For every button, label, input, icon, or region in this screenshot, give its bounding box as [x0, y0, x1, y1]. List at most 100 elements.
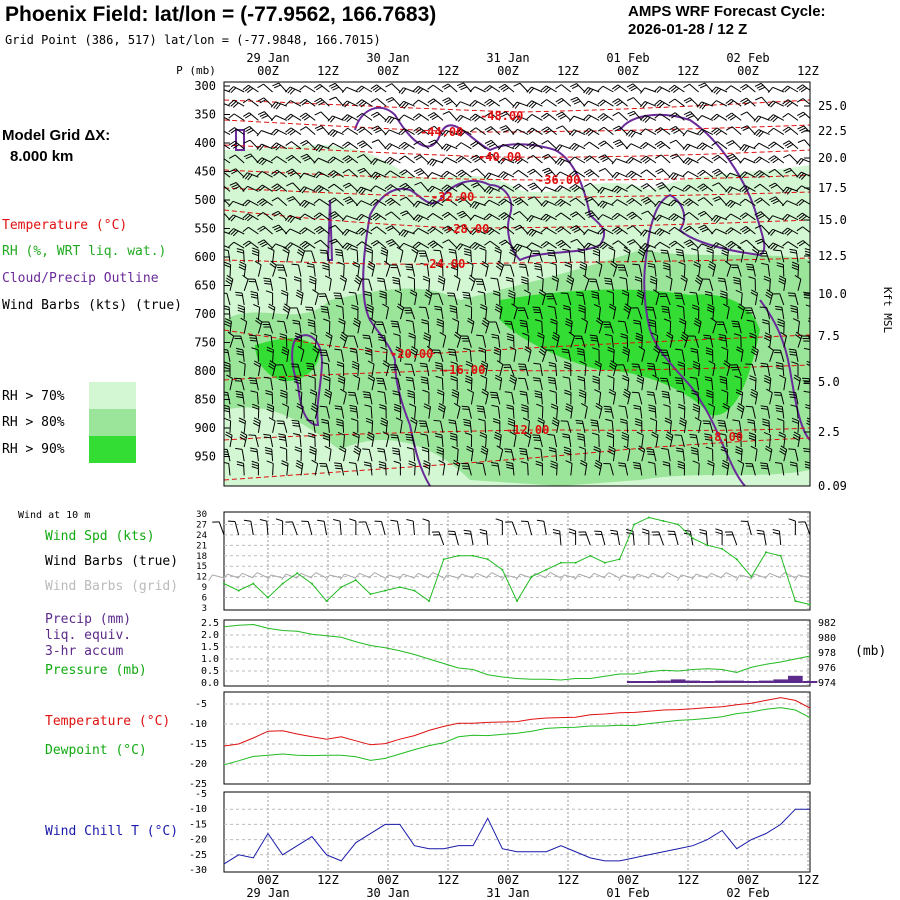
wind-barb-flag: [607, 375, 615, 379]
wind-barb: [783, 335, 787, 348]
wind-barb: [627, 392, 631, 405]
wind-barb-flag: [519, 390, 527, 394]
wind-barb-flag: [648, 319, 656, 322]
wind-barb: [583, 435, 586, 448]
wind-barb-flag: [391, 323, 399, 325]
wind-barb-flag: [554, 198, 561, 205]
wind-barb: [218, 521, 225, 536]
wind-barb-flag: [235, 291, 243, 294]
wind-barb-flag: [352, 360, 360, 365]
wind-barb: [712, 463, 715, 476]
wind-barb-flag: [470, 140, 477, 146]
wind-barb-flag: [353, 447, 361, 453]
wind-barb-flag: [299, 186, 305, 193]
wind-barb: [412, 378, 416, 391]
wind-barb-flag: [725, 85, 732, 91]
wind-barb-flag: [338, 374, 346, 379]
wind-barb-flag: [539, 348, 546, 354]
wind-barb-flag: [563, 446, 571, 450]
wind-barb: [342, 307, 345, 320]
wind-barb-flag: [685, 241, 693, 246]
wind-barb-flag: [244, 86, 251, 92]
wind-barb-flag: [725, 213, 732, 220]
wind-barb-flag: [696, 156, 704, 162]
wind-barb-flag: [791, 261, 799, 266]
wind-barb-flag: [242, 213, 249, 219]
wind-barb-flag: [215, 184, 221, 188]
wind-barb-flag: [592, 378, 600, 382]
wind-barb-flag: [442, 574, 448, 582]
wind-barb-flag: [400, 143, 408, 149]
wind-barb: [751, 307, 756, 320]
wind-barb-flag: [599, 229, 606, 235]
wind-barb-flag: [384, 115, 390, 123]
wind-barb-flag: [313, 144, 319, 151]
wind-barb: [645, 142, 657, 150]
wind-barb-flag: [494, 431, 502, 436]
wind-barb-flag: [280, 394, 288, 399]
wind-barb-flag: [398, 573, 404, 580]
wind-barb-flag: [301, 114, 309, 119]
wind-barb-flag: [355, 200, 362, 207]
wind-barb-flag: [308, 435, 316, 439]
temp-y-tick-label: -25: [189, 779, 207, 790]
wind-barb-flag: [377, 447, 385, 450]
wind-barb: [753, 420, 756, 433]
wind-barb-flag: [738, 303, 745, 309]
wind-barb-flag: [352, 263, 360, 268]
wind-barb-flag: [705, 293, 713, 297]
wind-barb-flag: [457, 244, 464, 251]
wind-barb: [262, 198, 273, 207]
wind-barb-flag: [495, 518, 503, 522]
wind-barb-flag: [804, 253, 810, 256]
wind-barb: [361, 99, 373, 107]
wind-barb-flag: [499, 111, 506, 116]
wind-barb: [505, 574, 518, 579]
wind-barb-flag: [559, 160, 565, 166]
wind-barb: [292, 182, 302, 192]
wind-barb-flag: [463, 347, 471, 351]
wind-barb: [418, 241, 430, 249]
wind-barb: [689, 97, 699, 107]
wind-barb-flag: [356, 241, 363, 247]
wind-barb: [275, 101, 287, 107]
wind-barb-flag: [578, 394, 586, 399]
wind-barb-flag: [750, 445, 758, 450]
wind-barb-flag: [804, 463, 810, 467]
wind-barb-flag: [652, 374, 659, 379]
wind-barb-flag: [507, 295, 515, 299]
wind-barb: [527, 420, 530, 433]
wind-barb-flag: [372, 214, 379, 220]
wind-barb-flag: [632, 461, 641, 465]
wind-barb: [712, 264, 716, 277]
wind-barb: [485, 434, 487, 448]
wind-barb-flag: [422, 518, 430, 522]
wind-barb-flag: [536, 519, 544, 522]
wind-barb-flag: [456, 82, 464, 87]
wind-barb-flag: [472, 156, 479, 161]
wind-barb-flag: [621, 377, 629, 382]
wind-barb-flag: [494, 247, 502, 251]
wind-barb-flag: [603, 405, 611, 408]
wind-barb-flag: [471, 229, 478, 236]
wind-barb: [611, 420, 614, 433]
wind-barb: [289, 228, 302, 235]
wind-barb-flag: [498, 212, 505, 218]
wind-barb: [705, 531, 708, 546]
wind-barb: [570, 406, 573, 419]
wind-barb-flag: [623, 445, 631, 450]
wind-barb: [736, 364, 742, 377]
wind-barb: [485, 531, 489, 546]
wind-barb-flag: [451, 394, 459, 399]
wind-barb-flag: [392, 452, 400, 456]
wind-barb-flag: [754, 224, 762, 229]
precip-liq-legend: liq. equiv.: [45, 628, 132, 643]
pressure-tick-label: 700: [194, 307, 216, 321]
wind-barb-flag: [217, 231, 221, 237]
wind-barb-flag: [380, 417, 388, 422]
wind-barb: [462, 210, 472, 221]
wind-barb-flag: [228, 200, 234, 208]
wind-barb: [263, 97, 273, 107]
wind-barb-flag: [563, 449, 571, 453]
wind-barb-flag: [486, 127, 494, 133]
